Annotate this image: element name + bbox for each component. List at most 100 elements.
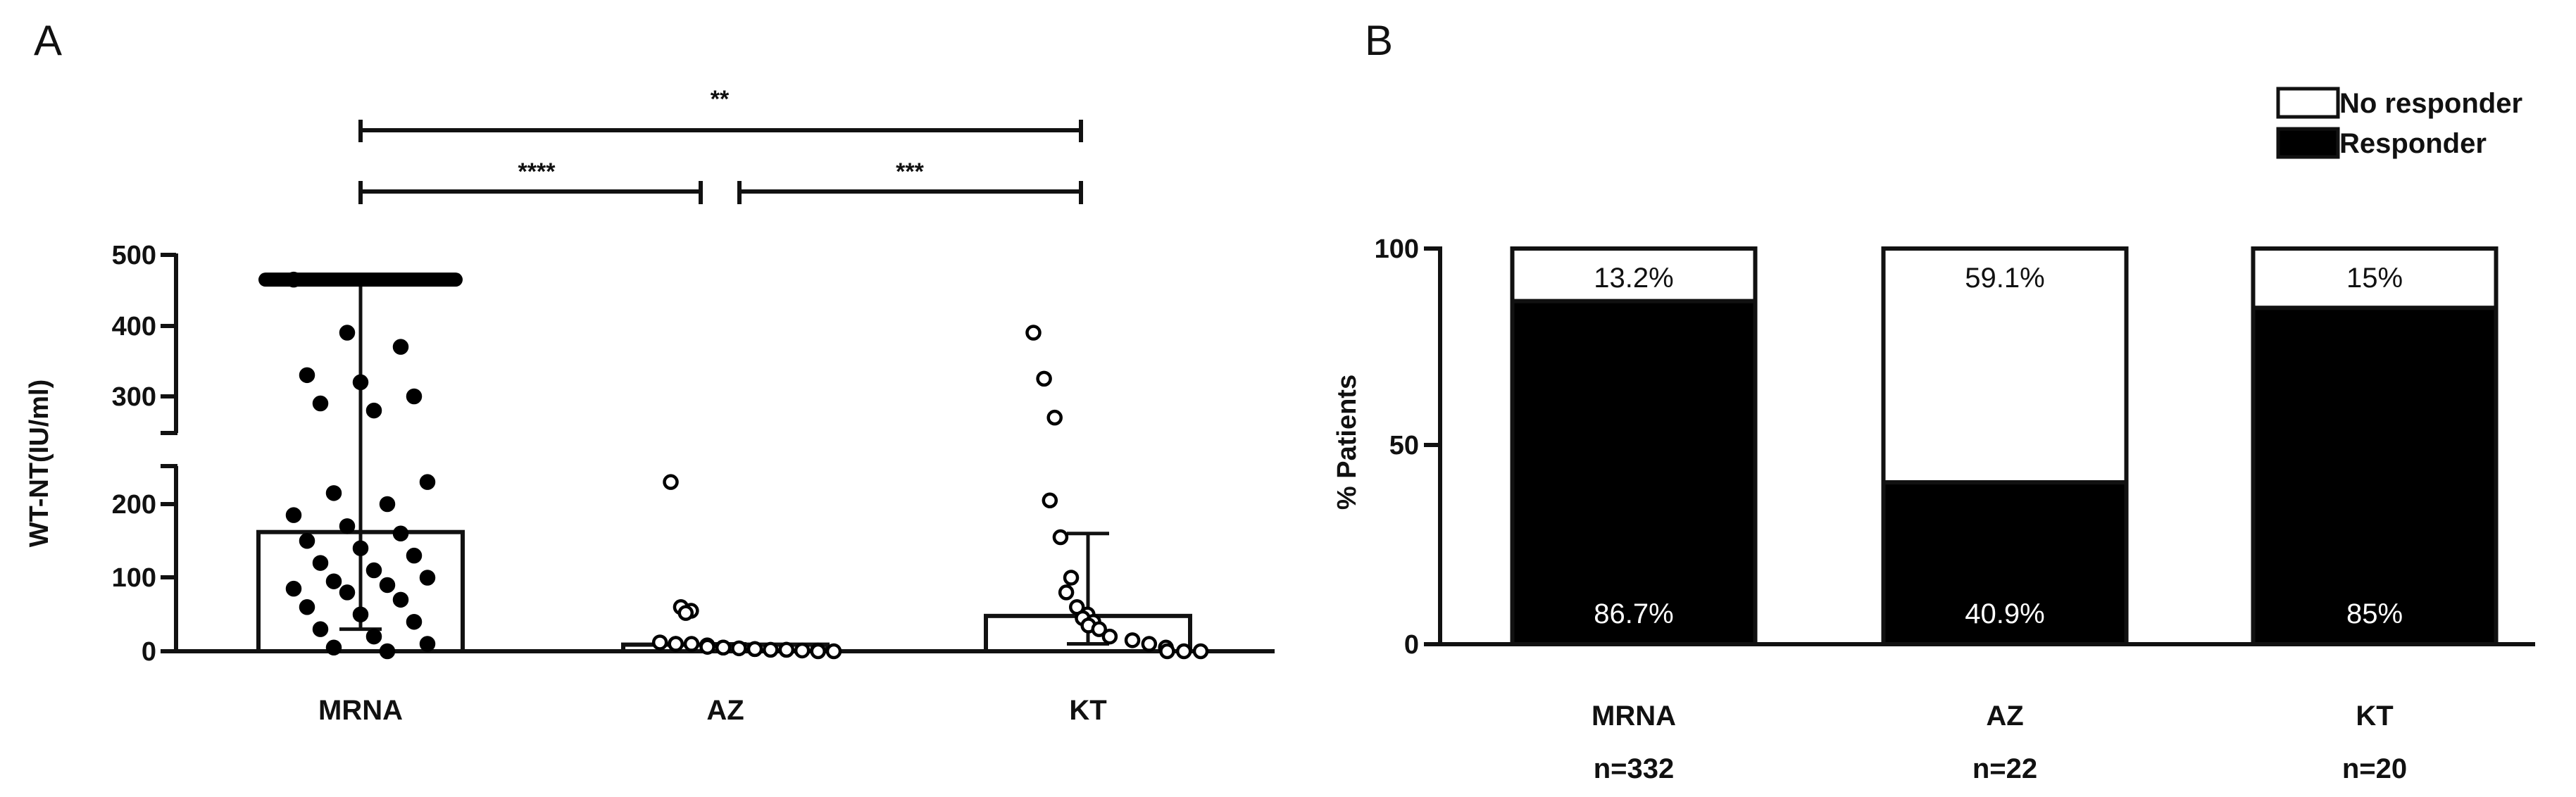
panel-a-point-kt xyxy=(1101,628,1118,645)
panel-a-point-mrna xyxy=(299,599,315,615)
panel-a-tick-label-300: 300 xyxy=(112,382,156,412)
panel-a-point-kt xyxy=(1063,570,1080,586)
panel-a-point-kt xyxy=(1124,632,1141,648)
panel-a-point-mrna xyxy=(392,339,409,355)
panel-a-point-az xyxy=(794,642,811,659)
panel-a-bars xyxy=(256,529,1192,654)
legend-swatch-no-responder xyxy=(2276,87,2340,119)
panel-b-sample-size-mrna: n=332 xyxy=(1594,753,1675,784)
panel-b-bar-responder-mrna xyxy=(1510,299,1758,646)
panel-a-point-mrna xyxy=(379,577,396,594)
significance-bracket-mrna-kt: ** xyxy=(358,86,1083,142)
legend-label-responder: Responder xyxy=(2339,128,2487,159)
panel-a-point-mrna xyxy=(312,395,329,412)
panel-a-point-mrna xyxy=(406,547,423,564)
panel-a-tick-label-200: 200 xyxy=(112,490,156,520)
panel-b-bar-responder-kt xyxy=(2251,306,2499,646)
panel-a-point-kt xyxy=(1036,370,1052,387)
panel-a-point-mrna xyxy=(352,540,369,556)
panel-a-point-az xyxy=(810,643,826,660)
panel-a-point-band-mrna xyxy=(258,272,463,287)
panel-a-point-az xyxy=(668,636,684,652)
panel-b: B % Patients 0 50 100 13.2% 86.7% 59.1% 40.… xyxy=(1332,17,2535,784)
panel-a-point-mrna xyxy=(339,325,356,341)
panel-a-point-mrna xyxy=(312,555,329,571)
panel-label-b: B xyxy=(1365,17,1393,64)
panel-b-tick-label-0: 0 xyxy=(1404,630,1419,660)
panel-a-point-mrna xyxy=(352,606,369,622)
panel-a-point-az xyxy=(746,641,763,658)
panel-a: A WT-NT(IU/ml) 0 100 200 300 400 500 MRN… xyxy=(25,17,1275,726)
panel-a-point-kt xyxy=(1052,529,1069,546)
panel-b-category-label-az: AZ xyxy=(1986,701,2023,732)
panel-a-point-az xyxy=(663,474,679,490)
panel-a-point-az xyxy=(651,634,668,651)
panel-a-point-mrna xyxy=(379,496,396,513)
panel-a-point-mrna xyxy=(365,628,382,645)
panel-a-point-mrna xyxy=(365,402,382,419)
panel-a-tick-label-400: 400 xyxy=(112,312,156,341)
panel-a-y-axis-title: WT-NT(IU/ml) xyxy=(25,379,54,548)
significance-label-az-kt: *** xyxy=(896,158,924,185)
panel-a-y-ticks: 0 100 200 300 400 500 xyxy=(112,241,176,667)
panel-b-label-no-responder-kt: 15% xyxy=(2346,263,2403,294)
panel-a-point-kt xyxy=(1046,409,1063,426)
panel-a-point-kt xyxy=(1192,643,1209,660)
panel-a-point-kt xyxy=(1025,325,1042,341)
significance-bracket-mrna-az: **** xyxy=(358,158,703,204)
panel-a-category-label-kt: KT xyxy=(1069,695,1106,726)
panel-b-sample-size-kt: n=20 xyxy=(2342,753,2407,784)
panel-a-category-label-az: AZ xyxy=(706,695,744,726)
significance-bracket-az-kt: *** xyxy=(737,158,1083,204)
panel-a-point-az xyxy=(683,636,700,652)
panel-a-point-mrna xyxy=(406,388,423,405)
panel-a-point-az xyxy=(715,639,732,656)
panel-a-point-mrna xyxy=(339,518,356,534)
panel-b-label-responder-kt: 85% xyxy=(2346,598,2403,629)
panel-b-bar-responder-az xyxy=(1881,480,2129,647)
panel-b-tick-label-50: 50 xyxy=(1389,431,1419,460)
panel-b-label-no-responder-mrna: 13.2% xyxy=(1594,263,1673,294)
panel-a-point-mrna xyxy=(312,621,329,637)
panel-a-tick-label-500: 500 xyxy=(112,241,156,270)
panel-b-label-responder-mrna: 86.7% xyxy=(1594,598,1673,629)
panel-a-point-kt xyxy=(1058,584,1075,601)
panel-a-point-mrna xyxy=(392,525,409,542)
panel-a-point-kt xyxy=(1159,643,1175,660)
panel-label-a: A xyxy=(34,17,62,64)
panel-b-tick-label-100: 100 xyxy=(1375,234,1419,264)
panel-a-tick-label-100: 100 xyxy=(112,563,156,593)
panel-a-point-kt xyxy=(1042,492,1058,509)
panel-a-point-az xyxy=(825,643,842,660)
panel-a-point-mrna xyxy=(379,643,396,660)
panel-a-point-mrna xyxy=(392,591,409,608)
significance-label-mrna-az: **** xyxy=(518,158,556,185)
panel-b-label-responder-az: 40.9% xyxy=(1965,598,2044,629)
panel-a-point-mrna xyxy=(339,584,356,601)
panel-a-point-az xyxy=(763,641,779,658)
panel-a-category-label-mrna: MRNA xyxy=(318,695,403,726)
panel-b-category-label-kt: KT xyxy=(2356,701,2393,732)
panel-a-point-kt xyxy=(1141,636,1158,652)
panel-b-category-label-mrna: MRNA xyxy=(1592,701,1676,732)
legend-swatch-responder xyxy=(2276,127,2340,159)
panel-b-bars: 13.2% 86.7% 59.1% 40.9% 15% 85% xyxy=(1510,246,2499,647)
panel-a-point-az xyxy=(699,639,715,655)
panel-a-tick-label-0: 0 xyxy=(142,637,156,667)
panel-a-point-mrna xyxy=(419,570,436,586)
panel-a-point-mrna xyxy=(325,485,342,501)
panel-a-point-mrna xyxy=(419,636,436,652)
panel-b-y-axis-title: % Patients xyxy=(1332,375,1362,510)
panel-a-point-mrna xyxy=(285,507,302,523)
panel-a-point-az xyxy=(677,605,694,621)
panel-a-point-az xyxy=(731,640,747,657)
panel-a-point-mrna xyxy=(325,573,342,589)
panel-b-bar-no-responder-az xyxy=(1881,246,2129,485)
panel-b-sample-size-az: n=22 xyxy=(1972,753,2037,784)
panel-a-point-kt xyxy=(1091,621,1108,637)
panel-a-point-mrna xyxy=(299,367,315,384)
significance-label-mrna-kt: ** xyxy=(711,86,730,113)
panel-b-label-no-responder-az: 59.1% xyxy=(1965,263,2044,294)
panel-a-point-az xyxy=(778,641,795,658)
